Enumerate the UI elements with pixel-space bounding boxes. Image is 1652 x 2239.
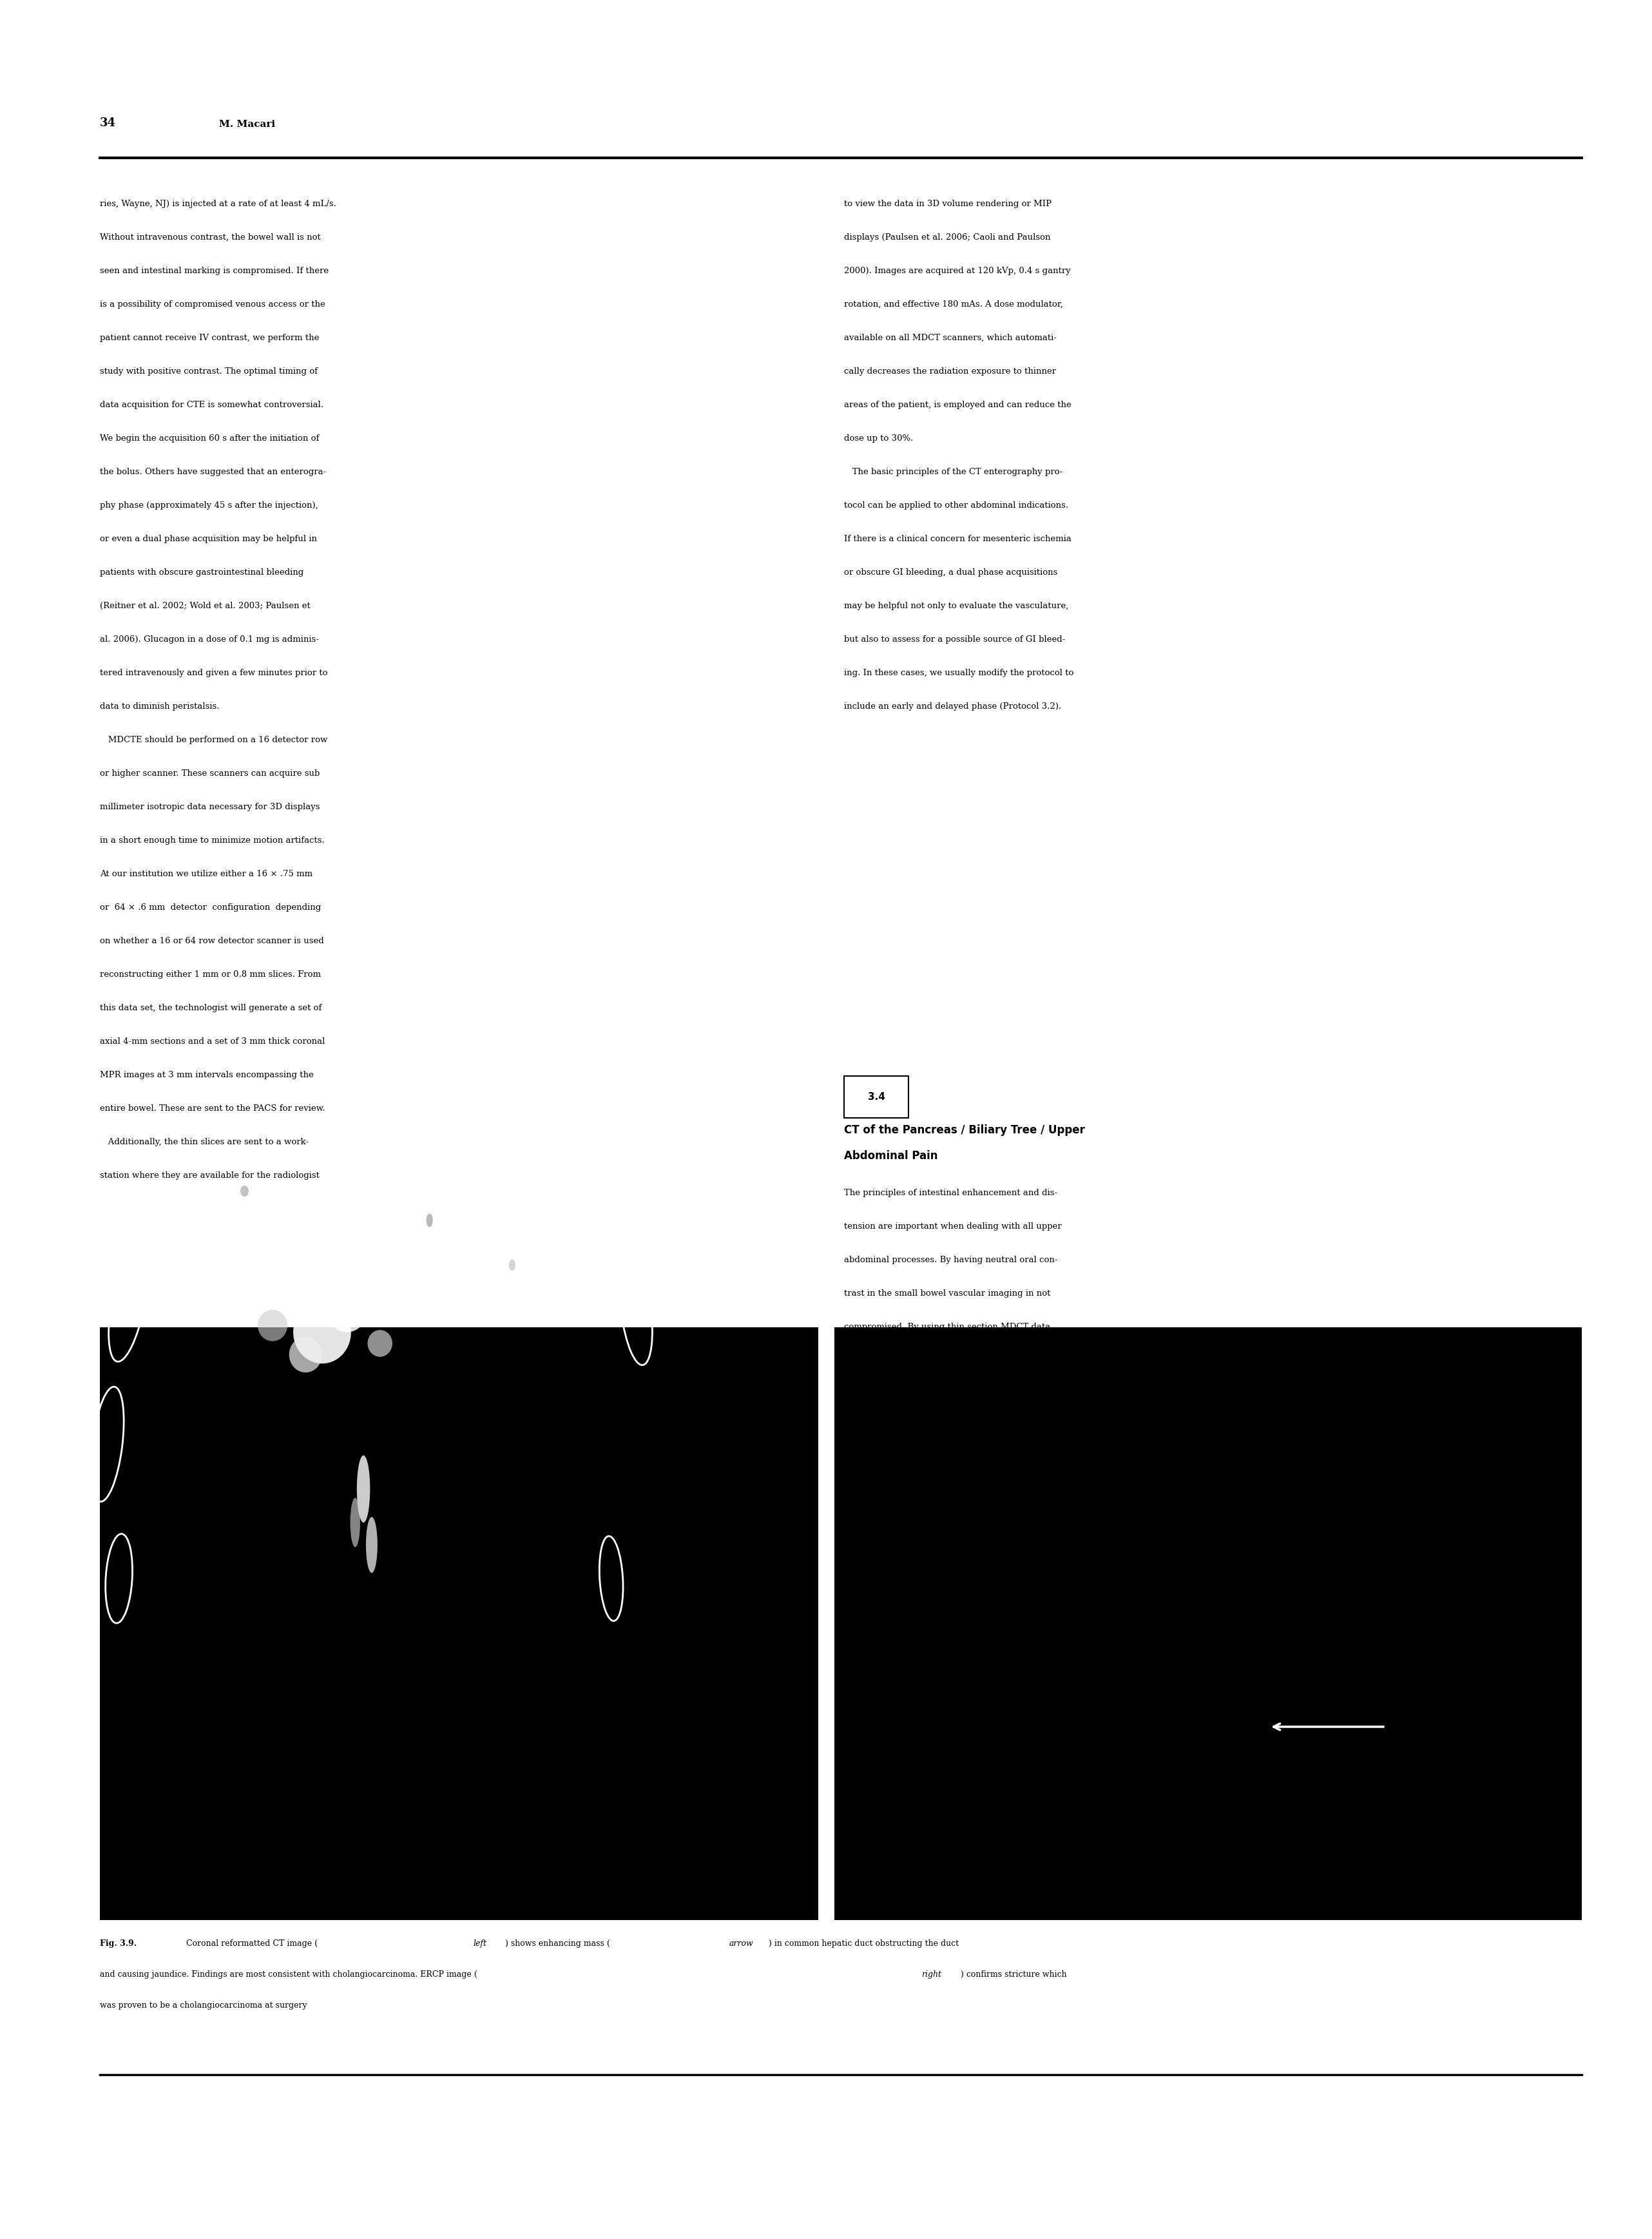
Text: dose up to 30%.: dose up to 30%. xyxy=(844,434,914,443)
Text: trast in the small bowel vascular imaging in not: trast in the small bowel vascular imagin… xyxy=(844,1290,1051,1299)
Text: Without intravenous contrast, the bowel wall is not: Without intravenous contrast, the bowel … xyxy=(99,233,320,242)
Text: millimeter isotropic data necessary for 3D displays: millimeter isotropic data necessary for … xyxy=(99,804,320,811)
Text: If there is a clinical concern for mesenteric ischemia: If there is a clinical concern for mesen… xyxy=(844,535,1072,544)
Text: ) confirms stricture which: ) confirms stricture which xyxy=(961,1970,1067,1979)
Text: ) in common hepatic duct obstructing the duct: ) in common hepatic duct obstructing the… xyxy=(768,1939,958,1948)
Text: 34: 34 xyxy=(99,116,116,130)
Text: Coronal reformatted CT image (: Coronal reformatted CT image ( xyxy=(183,1939,317,1948)
Text: data to diminish peristalsis.: data to diminish peristalsis. xyxy=(99,703,220,710)
Text: 3.4: 3.4 xyxy=(867,1093,885,1102)
Text: acquisition, exquisite anatomic information can be: acquisition, exquisite anatomic informat… xyxy=(844,1357,1062,1364)
Text: or higher scanner. These scanners can acquire sub: or higher scanner. These scanners can ac… xyxy=(99,770,320,777)
Ellipse shape xyxy=(365,1518,377,1572)
Ellipse shape xyxy=(258,1310,287,1341)
Text: on whether a 16 or 64 row detector scanner is used: on whether a 16 or 64 row detector scann… xyxy=(99,936,324,945)
Ellipse shape xyxy=(509,1258,515,1272)
Text: The principles of intestinal enhancement and dis-: The principles of intestinal enhancement… xyxy=(844,1189,1057,1198)
Text: displays (Paulsen et al. 2006; Caoli and Paulson: displays (Paulsen et al. 2006; Caoli and… xyxy=(844,233,1051,242)
Ellipse shape xyxy=(350,1498,360,1547)
Text: phy phase (approximately 45 s after the injection),: phy phase (approximately 45 s after the … xyxy=(99,502,319,510)
Text: entire bowel. These are sent to the PACS for review.: entire bowel. These are sent to the PACS… xyxy=(99,1104,325,1113)
Text: We begin the acquisition 60 s after the initiation of: We begin the acquisition 60 s after the … xyxy=(99,434,319,443)
Text: ries, Wayne, NJ) is injected at a rate of at least 4 mL/s.: ries, Wayne, NJ) is injected at a rate o… xyxy=(99,199,337,208)
Text: left: left xyxy=(472,1939,487,1948)
Text: to view the data in 3D volume rendering or MIP: to view the data in 3D volume rendering … xyxy=(844,199,1052,208)
Text: 2000). Images are acquired at 120 kVp, 0.4 s gantry: 2000). Images are acquired at 120 kVp, 0… xyxy=(844,266,1070,275)
Text: but also to assess for a possible source of GI bleed-: but also to assess for a possible source… xyxy=(844,636,1066,643)
Bar xyxy=(844,1077,909,1117)
Text: abdominal processes. By having neutral oral con-: abdominal processes. By having neutral o… xyxy=(844,1256,1057,1265)
Ellipse shape xyxy=(367,1330,393,1357)
Text: and causing jaundice. Findings are most consistent with cholangiocarcinoma. ERCP: and causing jaundice. Findings are most … xyxy=(99,1970,477,1979)
Text: CT of the Pancreas / Biliary Tree / Upper: CT of the Pancreas / Biliary Tree / Uppe… xyxy=(844,1124,1085,1135)
Ellipse shape xyxy=(325,1287,367,1332)
Ellipse shape xyxy=(289,1337,322,1373)
Ellipse shape xyxy=(294,1301,352,1364)
Text: tocol can be applied to other abdominal indications.: tocol can be applied to other abdominal … xyxy=(844,502,1069,510)
Text: compromised. By using thin section MDCT data: compromised. By using thin section MDCT … xyxy=(844,1323,1051,1332)
Bar xyxy=(99,1328,818,1921)
Text: Additionally, the thin slices are sent to a work-: Additionally, the thin slices are sent t… xyxy=(99,1137,309,1146)
Text: (Reitner et al. 2002; Wold et al. 2003; Paulsen et: (Reitner et al. 2002; Wold et al. 2003; … xyxy=(99,602,311,611)
Text: is a possibility of compromised venous access or the: is a possibility of compromised venous a… xyxy=(99,300,325,309)
Text: patient cannot receive IV contrast, we perform the: patient cannot receive IV contrast, we p… xyxy=(99,334,319,343)
Text: or  64 × .6 mm  detector  configuration  depending: or 64 × .6 mm detector configuration dep… xyxy=(99,902,320,911)
Text: this data set, the technologist will generate a set of: this data set, the technologist will gen… xyxy=(99,1003,322,1012)
Text: At our institution we utilize either a 16 × .75 mm: At our institution we utilize either a 1… xyxy=(99,869,312,878)
Text: or even a dual phase acquisition may be helpful in: or even a dual phase acquisition may be … xyxy=(99,535,317,544)
Text: rotation, and effective 180 mAs. A dose modulator,: rotation, and effective 180 mAs. A dose … xyxy=(844,300,1062,309)
Text: seen and intestinal marking is compromised. If there: seen and intestinal marking is compromis… xyxy=(99,266,329,275)
Text: available on all MDCT scanners, which automati-: available on all MDCT scanners, which au… xyxy=(844,334,1057,343)
Ellipse shape xyxy=(357,1455,370,1523)
Text: al. 2006). Glucagon in a dose of 0.1 mg is adminis-: al. 2006). Glucagon in a dose of 0.1 mg … xyxy=(99,636,319,643)
Text: patients with obscure gastrointestinal bleeding: patients with obscure gastrointestinal b… xyxy=(99,569,304,578)
Text: The basic principles of the CT enterography pro-: The basic principles of the CT enterogra… xyxy=(844,468,1062,477)
Text: or obscure GI bleeding, a dual phase acquisitions: or obscure GI bleeding, a dual phase acq… xyxy=(844,569,1057,578)
Text: include an early and delayed phase (Protocol 3.2).: include an early and delayed phase (Prot… xyxy=(844,703,1061,710)
Text: cally decreases the radiation exposure to thinner: cally decreases the radiation exposure t… xyxy=(844,367,1056,376)
Text: tension are important when dealing with all upper: tension are important when dealing with … xyxy=(844,1222,1062,1231)
Text: ing. In these cases, we usually modify the protocol to: ing. In these cases, we usually modify t… xyxy=(844,669,1074,676)
Ellipse shape xyxy=(426,1214,433,1227)
Text: MPR images at 3 mm intervals encompassing the: MPR images at 3 mm intervals encompassin… xyxy=(99,1070,314,1079)
Text: reconstructing either 1 mm or 0.8 mm slices. From: reconstructing either 1 mm or 0.8 mm sli… xyxy=(99,969,320,978)
Ellipse shape xyxy=(241,1187,249,1196)
Text: station where they are available for the radiologist: station where they are available for the… xyxy=(99,1171,319,1180)
Text: study with positive contrast. The optimal timing of: study with positive contrast. The optima… xyxy=(99,367,317,376)
Text: was proven to be a cholangiocarcinoma at surgery: was proven to be a cholangiocarcinoma at… xyxy=(99,2002,307,2011)
Text: ) shows enhancing mass (: ) shows enhancing mass ( xyxy=(506,1939,610,1948)
Text: areas of the patient, is employed and can reduce the: areas of the patient, is employed and ca… xyxy=(844,401,1070,410)
Text: the bolus. Others have suggested that an enterogra-: the bolus. Others have suggested that an… xyxy=(99,468,325,477)
Text: right: right xyxy=(922,1970,942,1979)
Text: may be helpful not only to evaluate the vasculature,: may be helpful not only to evaluate the … xyxy=(844,602,1069,611)
Text: tered intravenously and given a few minutes prior to: tered intravenously and given a few minu… xyxy=(99,669,327,676)
Bar xyxy=(834,1328,1581,1921)
Text: Abdominal Pain: Abdominal Pain xyxy=(844,1151,938,1162)
Text: arrow: arrow xyxy=(729,1939,753,1948)
Text: axial 4-mm sections and a set of 3 mm thick coronal: axial 4-mm sections and a set of 3 mm th… xyxy=(99,1037,325,1046)
Text: M. Macari: M. Macari xyxy=(220,121,276,130)
Text: data acquisition for CTE is somewhat controversial.: data acquisition for CTE is somewhat con… xyxy=(99,401,324,410)
Text: MDCTE should be performed on a 16 detector row: MDCTE should be performed on a 16 detect… xyxy=(99,737,327,743)
Text: in a short enough time to minimize motion artifacts.: in a short enough time to minimize motio… xyxy=(99,837,324,844)
Text: Fig. 3.9.: Fig. 3.9. xyxy=(99,1939,137,1948)
